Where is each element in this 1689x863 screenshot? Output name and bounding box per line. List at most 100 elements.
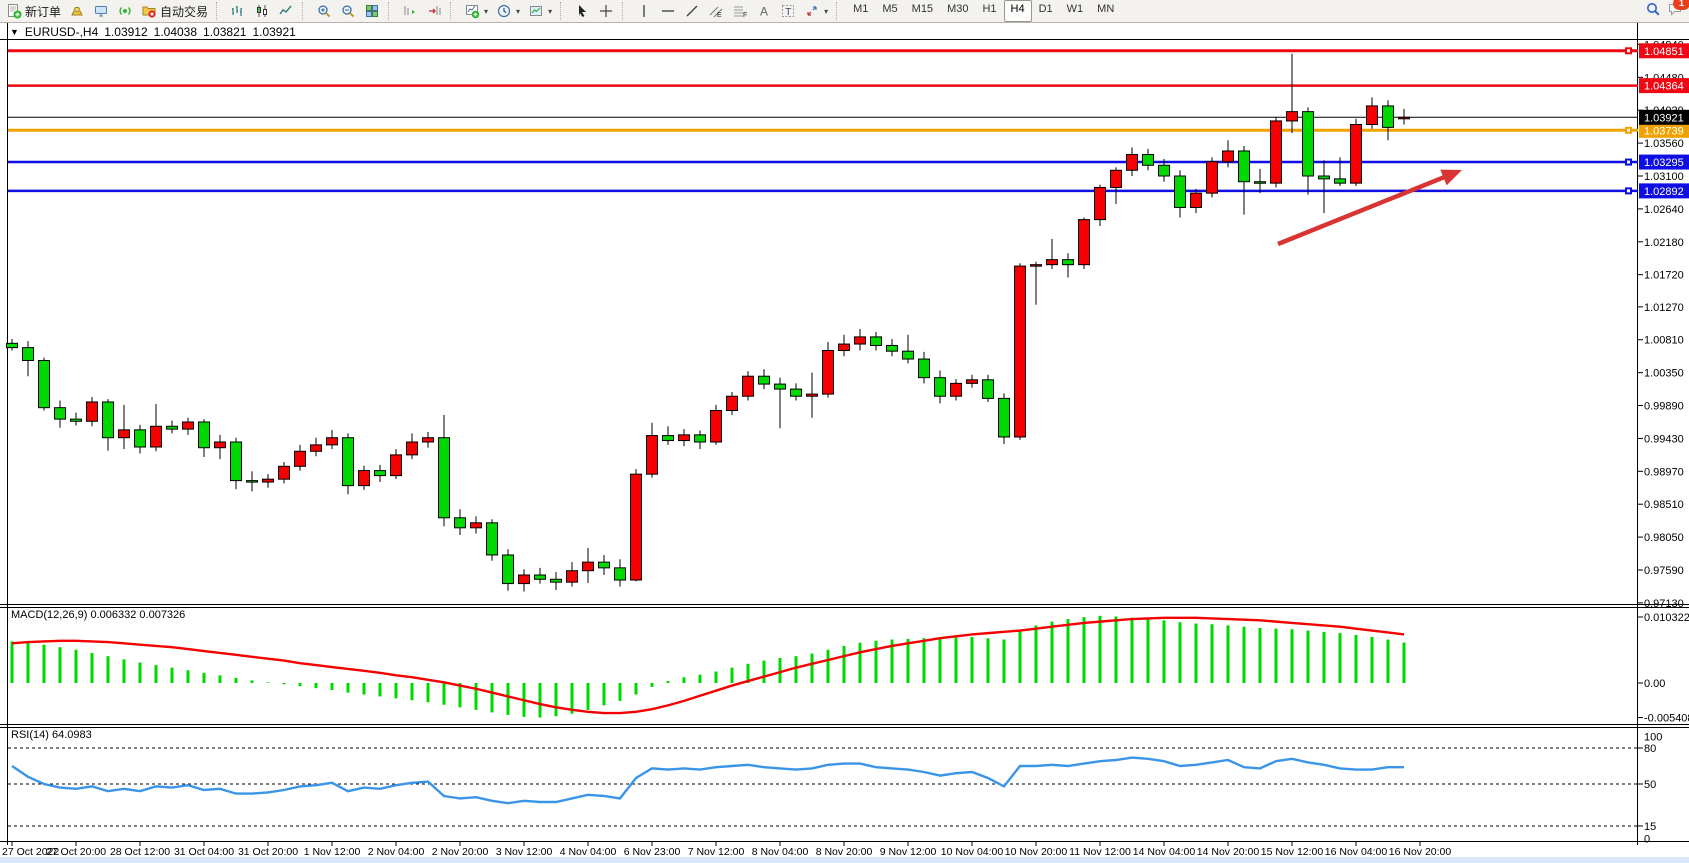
vline-icon xyxy=(636,3,652,19)
chart-expand-icon[interactable]: ▼ xyxy=(10,27,19,37)
vertical-line-tool-button[interactable] xyxy=(632,0,656,23)
fibonacci-tool-button[interactable]: F xyxy=(728,0,752,23)
crosshair-icon xyxy=(598,3,614,19)
arrows-tool-button[interactable]: ▾ xyxy=(800,0,832,23)
templates-button[interactable]: ▾ xyxy=(524,0,556,23)
svg-text:1.03921: 1.03921 xyxy=(1644,112,1684,124)
trend-arrow-annotation[interactable] xyxy=(1277,169,1462,247)
toolbar-separator xyxy=(216,2,222,20)
new-order-button[interactable]: 新订单 xyxy=(2,0,65,23)
horizontal-line-tool-button[interactable] xyxy=(656,0,680,23)
chevron-down-icon[interactable]: ▾ xyxy=(484,6,489,16)
chart-title: ▼ EURUSD-,H4 1.03912 1.04038 1.03821 1.0… xyxy=(10,25,296,39)
notification-badge: 1 xyxy=(1673,0,1689,10)
toolbar-separator xyxy=(388,2,394,20)
svg-text:1.03739: 1.03739 xyxy=(1644,125,1684,137)
svg-text:80: 80 xyxy=(1644,743,1656,755)
trendline-tool-button[interactable] xyxy=(680,0,704,23)
timeframe-button-m1[interactable]: M1 xyxy=(853,3,869,15)
crosshair-tool-button[interactable] xyxy=(594,0,618,23)
svg-text:50: 50 xyxy=(1644,779,1656,791)
svg-text:14 Nov 04:00: 14 Nov 04:00 xyxy=(1133,846,1196,858)
timeframe-button-mn[interactable]: MN xyxy=(1097,3,1115,15)
text-label-tool-button[interactable]: T xyxy=(776,0,800,23)
svg-text:8 Nov 04:00: 8 Nov 04:00 xyxy=(752,846,809,858)
timeframe-button-w1[interactable]: W1 xyxy=(1066,3,1084,15)
signals-button[interactable] xyxy=(113,0,137,23)
candlestick-chart-button[interactable] xyxy=(250,0,274,23)
svg-text:16 Nov 20:00: 16 Nov 20:00 xyxy=(1389,846,1452,858)
toolbar-separator xyxy=(302,2,308,20)
data-window-button[interactable] xyxy=(89,0,113,23)
svg-text:1.02892: 1.02892 xyxy=(1644,186,1684,198)
equidistant-channel-tool-button[interactable]: E xyxy=(704,0,728,23)
timeframe-button-d1[interactable]: D1 xyxy=(1038,3,1053,15)
ohlc-close-label: 1.03921 xyxy=(252,25,296,39)
price-badges: 1.04851 1.04364 1.03739 1.03295 1.02892 1.039… xyxy=(1639,43,1689,199)
toolbar: 新订单 自动交易 ▾ ▾ ▾ E F A T ▾ M1 M5 M15 M30 H1 H4 D1 W1 MN 1 xyxy=(0,0,1689,23)
autoscroll-icon xyxy=(402,3,418,19)
tline-icon xyxy=(684,3,700,19)
bars-icon xyxy=(230,3,246,19)
timeframe-button-m30[interactable]: M30 xyxy=(947,3,969,15)
svg-text:27 Oct 20:00: 27 Oct 20:00 xyxy=(46,846,106,858)
periods-button[interactable]: ▾ xyxy=(492,0,524,23)
svg-text:0.00: 0.00 xyxy=(1644,678,1665,690)
cursor-tool-button[interactable] xyxy=(570,0,594,23)
labelT-icon: T xyxy=(780,3,796,19)
text-tool-button[interactable]: A xyxy=(752,0,776,23)
autotrading-button-label: 自动交易 xyxy=(160,4,209,19)
svg-text:6 Nov 23:00: 6 Nov 23:00 xyxy=(624,846,681,858)
svg-text:1.01270: 1.01270 xyxy=(1644,302,1684,314)
textA-icon: A xyxy=(756,3,772,19)
new-order-button-label: 新订单 xyxy=(25,4,62,19)
svg-text:1.03100: 1.03100 xyxy=(1644,171,1684,183)
svg-text:1.00350: 1.00350 xyxy=(1644,368,1684,380)
price-levels[interactable] xyxy=(8,47,1638,195)
candles xyxy=(6,53,1410,592)
macd-signal-line xyxy=(11,616,1405,715)
indicators-button[interactable]: ▾ xyxy=(460,0,492,23)
price-axis[interactable]: 1.049401.044801.040201.035601.031001.026… xyxy=(1638,39,1684,610)
toolbar-separator xyxy=(836,2,842,20)
ohlc-low-label: 1.03821 xyxy=(203,25,247,39)
svg-text:0.97590: 0.97590 xyxy=(1644,565,1684,577)
timeframe-button-h1[interactable]: H1 xyxy=(982,3,997,15)
line-chart-button[interactable] xyxy=(274,0,298,23)
svg-text:E: E xyxy=(717,12,722,19)
svg-text:0.99430: 0.99430 xyxy=(1644,433,1684,445)
search-icon[interactable] xyxy=(1645,1,1661,22)
toolbar-separator xyxy=(450,2,456,20)
svg-text:4 Nov 04:00: 4 Nov 04:00 xyxy=(560,846,617,858)
timeframe-button-m5[interactable]: M5 xyxy=(882,3,898,15)
tile-windows-button[interactable] xyxy=(360,0,384,23)
timeframe-button-h4[interactable]: H4 xyxy=(1003,0,1032,22)
market-watch-button[interactable] xyxy=(65,0,89,23)
rsi-line xyxy=(11,756,1404,805)
bar-chart-button[interactable] xyxy=(226,0,250,23)
notifications-button[interactable]: 1 xyxy=(1667,0,1689,22)
timeframe-group: M1 M5 M15 M30 H1 H4 D1 W1 MN xyxy=(844,0,1123,22)
channel-icon: E xyxy=(708,3,724,19)
candles-icon xyxy=(254,3,270,19)
svg-text:1.02640: 1.02640 xyxy=(1644,204,1684,216)
chevron-down-icon[interactable]: ▾ xyxy=(824,6,829,16)
timeframe-button-m15[interactable]: M15 xyxy=(911,3,934,15)
toolbar-separator xyxy=(622,2,628,20)
autotrading-button[interactable]: 自动交易 xyxy=(137,0,212,23)
svg-text:0.98050: 0.98050 xyxy=(1644,532,1684,544)
zoom-out-button[interactable] xyxy=(336,0,360,23)
signal-icon xyxy=(117,3,133,19)
svg-text:100: 100 xyxy=(1644,732,1662,744)
auto-scroll-button[interactable] xyxy=(398,0,422,23)
svg-text:14 Nov 20:00: 14 Nov 20:00 xyxy=(1197,846,1260,858)
ohlc-open-label: 1.03912 xyxy=(104,25,148,39)
chart-shift-button[interactable] xyxy=(422,0,446,23)
svg-text:0.98510: 0.98510 xyxy=(1644,499,1684,511)
chevron-down-icon[interactable]: ▾ xyxy=(516,6,521,16)
chevron-down-icon[interactable]: ▾ xyxy=(548,6,553,16)
zoom-in-button[interactable] xyxy=(312,0,336,23)
